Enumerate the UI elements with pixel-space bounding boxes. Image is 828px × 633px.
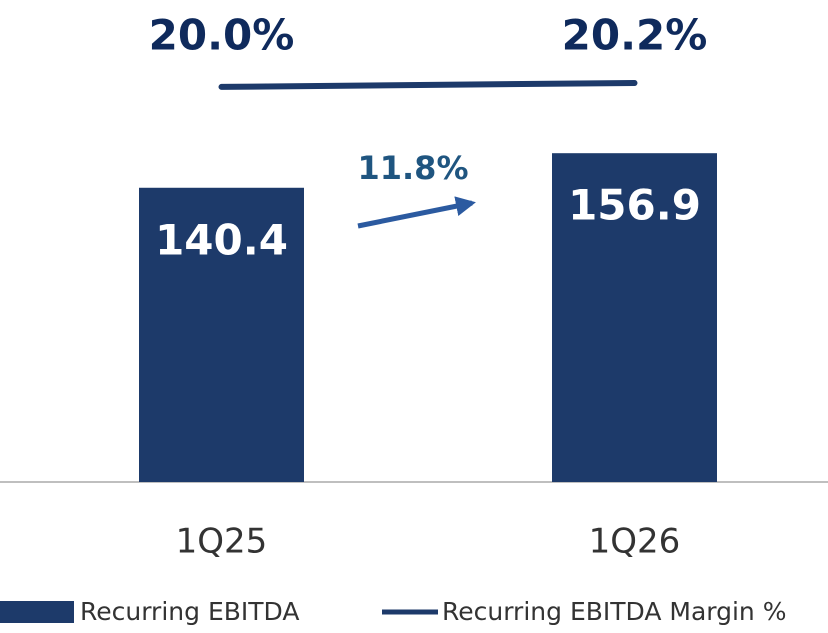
bar-value-label: 140.4 — [155, 215, 288, 264]
annotation-arrow — [357, 196, 476, 229]
bar — [552, 153, 717, 482]
legend-swatch — [0, 601, 74, 623]
legend-label: Recurring EBITDA Margin % — [442, 597, 786, 626]
x-tick-label: 1Q26 — [589, 522, 681, 562]
bar-value-label: 156.9 — [568, 181, 701, 230]
annotation: 11.8% — [357, 149, 468, 187]
margin-value-label: 20.0% — [149, 11, 295, 60]
legend-label: Recurring EBITDA — [80, 597, 299, 626]
margin-line — [218, 79, 638, 90]
bar — [139, 187, 304, 482]
x-tick-label: 1Q25 — [176, 522, 268, 562]
margin-value-label: 20.2% — [562, 11, 708, 60]
